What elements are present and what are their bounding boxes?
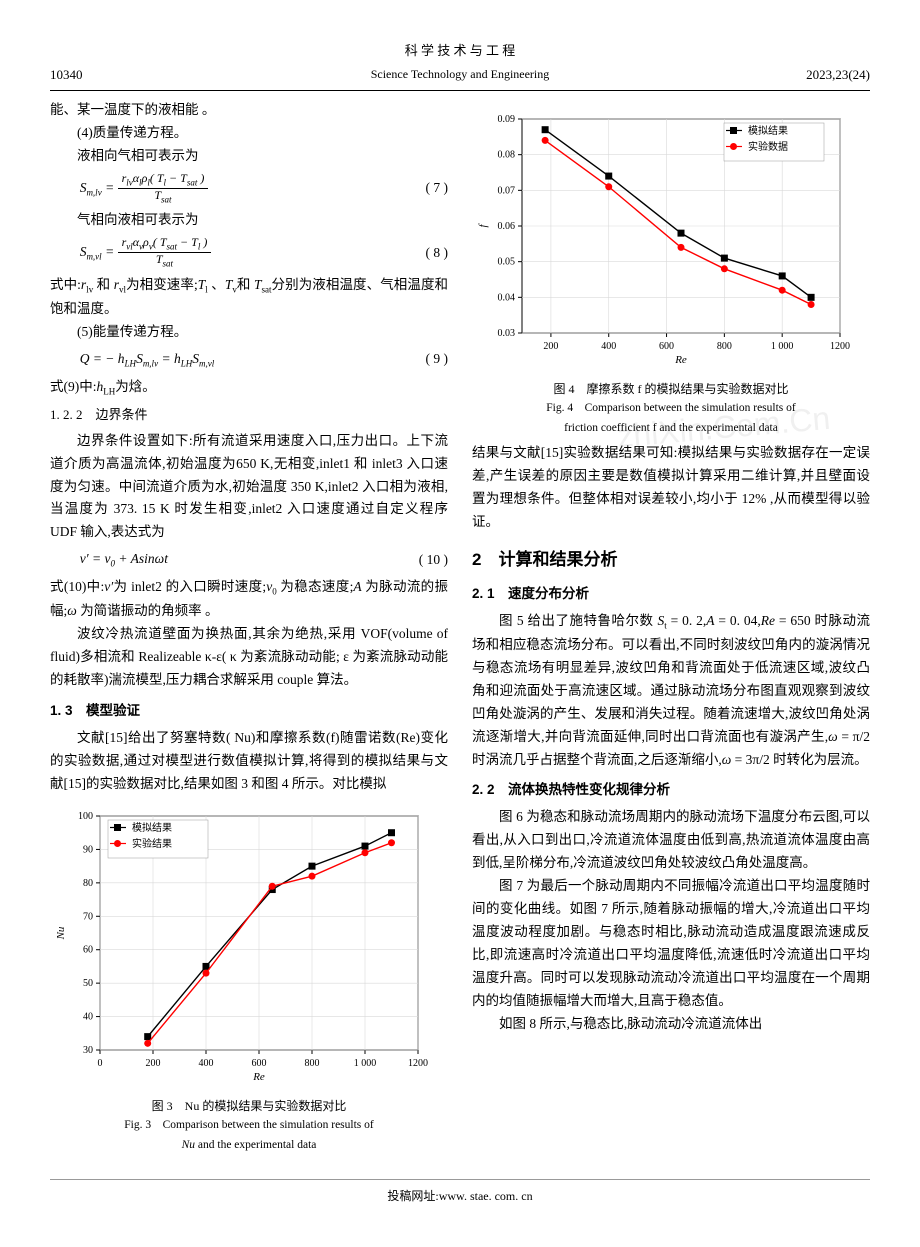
svg-text:400: 400 [199,1058,214,1069]
fig4-caption-en1: Fig. 4 Comparison between the simulation… [472,399,870,419]
page-header: 10340 科 学 技 术 与 工 程 Science Technology a… [50,40,870,91]
body-text: 式(10)中:v′为 inlet2 的入口瞬时速度;v0 为稳态速度;A 为脉动… [50,576,448,623]
svg-text:50: 50 [83,978,93,989]
body-text: 结果与文献[15]实验数据结果可知:模拟结果与实验数据存在一定误差,产生误差的原… [472,442,870,534]
journal-title-zh: 科 学 技 术 与 工 程 [405,43,516,58]
svg-text:600: 600 [252,1058,267,1069]
svg-text:60: 60 [83,945,93,956]
equation-8: Sm,vl = rvlαvρv( Tsat − Tl ) Tsat ( 8 ) [50,236,448,270]
body-text: 如图 8 所示,与稳态比,脉动流动冷流道流体出 [472,1013,870,1036]
eq-body: Q = − hLHSm,lv = hLHSm,vl [50,348,398,372]
svg-text:实验结果: 实验结果 [132,837,172,850]
fig4-caption-en2: friction coefficient f and the experimen… [472,419,870,439]
equation-10: v′ = v0 + Asinωt ( 10 ) [50,548,448,572]
svg-text:800: 800 [305,1058,320,1069]
eq-number: ( 7 ) [398,177,448,200]
page-number-left: 10340 [50,64,83,86]
fig4-chart: 200 400 600 800 1 000 1200 0.03 0.04 0.05 0.06 0.0… [472,109,852,369]
svg-text:40: 40 [83,1011,93,1022]
issue-info: 2023,23(24) [806,64,870,86]
body-text: (5)能量传递方程。 [50,321,448,344]
svg-text:1 000: 1 000 [354,1058,377,1069]
body-text: 边界条件设置如下:所有流道采用速度入口,压力出口。上下流道介质为高温流体,初始温… [50,430,448,545]
svg-text:0.04: 0.04 [498,292,516,303]
body-text: (4)质量传递方程。 [50,122,448,145]
svg-text:1 000: 1 000 [771,341,794,352]
body-text: 液相向气相可表示为 [50,145,448,168]
body-text: 气相向液相可表示为 [50,209,448,232]
body-text: 图 6 为稳态和脉动流场周期内的脉动流场下温度分布云图,可以看出,从入口到出口,… [472,806,870,875]
body-text: 式(9)中:hLH为焓。 [50,376,448,400]
eq-number: ( 10 ) [398,549,448,572]
svg-text:实验数据: 实验数据 [748,140,788,153]
eq-number: ( 9 ) [398,348,448,371]
svg-text:1200: 1200 [830,341,850,352]
svg-text:模拟结果: 模拟结果 [748,124,788,137]
left-column: 能、某一温度下的液相能 。 (4)质量传递方程。 液相向气相可表示为 Sm,lv… [50,99,448,1159]
svg-text:0.07: 0.07 [498,185,516,196]
footer: 投稿网址:www. stae. com. cn [50,1179,870,1206]
svg-text:200: 200 [543,341,558,352]
svg-text:1200: 1200 [408,1058,428,1069]
body-text: 能、某一温度下的液相能 。 [50,99,448,122]
svg-text:100: 100 [78,811,93,822]
subsection-heading: 2. 1 速度分布分析 [472,583,870,606]
section-heading: 2 计算和结果分析 [472,546,870,575]
eq-number: ( 8 ) [398,242,448,265]
svg-text:90: 90 [83,844,93,855]
equation-7: Sm,lv = rlvαlρl( Tl − Tsat ) Tsat ( 7 ) [50,172,448,206]
eq-body: Sm,vl = rvlαvρv( Tsat − Tl ) Tsat [50,236,398,270]
svg-text:200: 200 [146,1058,161,1069]
svg-text:400: 400 [601,341,616,352]
svg-text:0.06: 0.06 [498,221,516,232]
svg-text:Nu: Nu [55,926,67,940]
equation-9: Q = − hLHSm,lv = hLHSm,vl ( 9 ) [50,348,448,372]
body-text: 波纹冷热流道壁面为换热面,其余为绝热,采用 VOF(volume of flui… [50,623,448,692]
svg-text:0.09: 0.09 [498,114,516,125]
fig3-caption-zh: 图 3 Nu 的模拟结果与实验数据对比 [50,1096,448,1116]
body-text: 文献[15]给出了努塞特数( Nu)和摩擦系数(f)随雷诺数(Re)变化的实验数… [50,727,448,796]
svg-text:600: 600 [659,341,674,352]
body-text: 式中:rlv 和 rvl为相变速率;Tl 、Tv和 Tsat分别为液相温度、气相… [50,274,448,321]
figure-4: 200 400 600 800 1 000 1200 0.03 0.04 0.05 0.06 0.0… [472,109,870,438]
svg-text:30: 30 [83,1045,93,1056]
svg-text:800: 800 [717,341,732,352]
body-text: 图 7 为最后一个脉动周期内不同振幅冷流道出口平均温度随时间的变化曲线。如图 7… [472,875,870,1013]
svg-text:0.08: 0.08 [498,150,516,161]
figure-3: 0 200 400 600 800 1 000 1200 30 40 50 60 70 80 90 100 R… [50,806,448,1155]
eq-body: Sm,lv = rlvαlρl( Tl − Tsat ) Tsat [50,172,398,206]
svg-text:70: 70 [83,911,93,922]
fig3-caption-en1: Fig. 3 Comparison between the simulation… [50,1116,448,1136]
svg-text:模拟结果: 模拟结果 [132,821,172,834]
journal-title-en: Science Technology and Engineering [371,67,550,81]
svg-text:0.03: 0.03 [498,328,516,339]
fig3-chart: 0 200 400 600 800 1 000 1200 30 40 50 60 70 80 90 100 R… [50,806,430,1086]
fig4-caption-zh: 图 4 摩擦系数 f 的模拟结果与实验数据对比 [472,379,870,399]
svg-text:0: 0 [98,1058,103,1069]
svg-text:Re: Re [674,354,687,366]
body-text: 图 5 给出了施特鲁哈尔数 St = 0. 2,A = 0. 04,Re = 6… [472,610,870,772]
subsubsection-heading: 1. 2. 2 边界条件 [50,404,448,426]
svg-text:80: 80 [83,878,93,889]
subsection-heading: 2. 2 流体换热特性变化规律分析 [472,779,870,802]
fig3-caption-en2: Nu and the experimental data [50,1136,448,1156]
right-column: 200 400 600 800 1 000 1200 0.03 0.04 0.05 0.06 0.0… [472,99,870,1159]
svg-text:Re: Re [252,1071,265,1083]
svg-text:f: f [477,222,489,227]
eq-body: v′ = v0 + Asinωt [50,548,398,572]
subsection-heading: 1. 3 模型验证 [50,700,448,723]
svg-text:0.05: 0.05 [498,257,516,268]
